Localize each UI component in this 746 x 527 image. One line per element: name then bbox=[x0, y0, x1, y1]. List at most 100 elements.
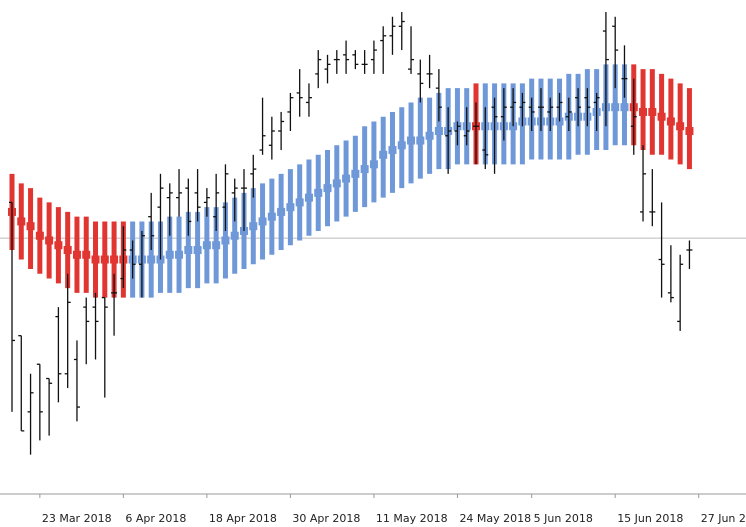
ohlc-bar bbox=[203, 188, 210, 217]
ohlc-bar bbox=[194, 169, 201, 222]
ohlc-bar bbox=[528, 97, 535, 131]
ohlc-bar bbox=[157, 173, 164, 260]
x-tick-label: 27 Jun 2018 bbox=[701, 512, 746, 525]
ohlc-bar bbox=[435, 69, 442, 122]
ohlc-bar bbox=[176, 169, 183, 217]
ohlc-bar bbox=[305, 83, 312, 117]
band-center-mark bbox=[342, 174, 351, 183]
ohlc-bar bbox=[491, 97, 498, 174]
band-center-mark bbox=[230, 231, 239, 240]
ohlc-bar bbox=[18, 335, 25, 432]
ohlc-bar bbox=[296, 69, 303, 117]
band-center-mark bbox=[416, 136, 425, 145]
ohlc-bar bbox=[565, 97, 572, 131]
band-center-mark bbox=[620, 103, 629, 112]
band-center-mark bbox=[193, 246, 202, 254]
ohlc-bar bbox=[259, 97, 266, 155]
band-center-mark bbox=[388, 146, 397, 155]
ohlc-bar bbox=[630, 78, 637, 155]
ohlc-bar bbox=[46, 377, 53, 436]
ohlc-bar bbox=[129, 240, 136, 279]
ohlc-bar bbox=[352, 50, 359, 70]
band-center-mark bbox=[657, 112, 666, 121]
band-center-mark bbox=[397, 141, 406, 150]
ohlc-bar bbox=[649, 169, 656, 227]
ohlc-bar bbox=[398, 12, 405, 51]
band-center-mark bbox=[295, 198, 304, 207]
band-center-mark bbox=[314, 188, 323, 197]
ohlc-bar bbox=[510, 88, 517, 127]
band-center-mark bbox=[323, 184, 332, 193]
ohlc-bar bbox=[27, 373, 34, 455]
band-center-mark bbox=[685, 127, 694, 135]
band-center-mark bbox=[147, 255, 156, 264]
ohlc-bar bbox=[667, 245, 674, 303]
band-center-mark bbox=[369, 160, 378, 169]
ohlc-bar bbox=[241, 169, 247, 231]
x-tick-label: 18 Apr 2018 bbox=[209, 512, 277, 525]
ohlc-bar bbox=[482, 107, 489, 170]
x-tick-label: 5 Jun 2018 bbox=[534, 512, 593, 525]
band-center-mark bbox=[17, 217, 26, 226]
band-center-mark bbox=[676, 122, 685, 131]
band-center-mark bbox=[35, 231, 44, 240]
ohlc-bar bbox=[658, 202, 665, 298]
ohlc-bar bbox=[575, 88, 582, 127]
band-center-mark bbox=[165, 250, 174, 259]
band-center-mark bbox=[360, 165, 369, 174]
band-center-mark bbox=[91, 255, 100, 264]
ohlc-bar bbox=[278, 111, 285, 151]
ohlc-bar bbox=[463, 107, 470, 146]
band-center-mark bbox=[110, 255, 119, 264]
band-center-mark bbox=[175, 250, 184, 259]
ohlc-bar bbox=[268, 116, 275, 160]
ohlc-bar bbox=[287, 92, 294, 131]
band-center-mark bbox=[304, 193, 313, 202]
x-tick-label: 23 Mar 2018 bbox=[42, 512, 112, 525]
ohlc-bar bbox=[148, 192, 155, 250]
ohlc-bar bbox=[138, 230, 145, 298]
ohlc-bar bbox=[55, 307, 62, 403]
ohlc-bar bbox=[101, 296, 108, 398]
band-center-mark bbox=[212, 241, 221, 250]
ohlc-bar bbox=[166, 183, 173, 236]
band-center-mark bbox=[54, 241, 63, 250]
ohlc-bar bbox=[677, 254, 684, 331]
ohlc-bar bbox=[593, 92, 600, 131]
ohlc-bar bbox=[640, 145, 647, 222]
ohlc-bar bbox=[602, 12, 609, 127]
ohlc-bar bbox=[408, 26, 415, 74]
ohlc-bar bbox=[92, 292, 99, 360]
band-center-mark bbox=[425, 131, 434, 140]
band-center-mark bbox=[26, 222, 35, 231]
ohlc-bar bbox=[213, 173, 220, 231]
band-center-mark bbox=[611, 103, 620, 112]
band-center-mark bbox=[639, 107, 648, 116]
ohlc-bar bbox=[584, 88, 591, 127]
ohlc-bar bbox=[547, 97, 554, 131]
ohlc-bar bbox=[500, 88, 507, 141]
band-center-mark bbox=[258, 217, 267, 226]
ohlc-bar bbox=[111, 273, 118, 336]
band-center-mark bbox=[666, 117, 675, 126]
ohlc-bar bbox=[83, 297, 90, 365]
ohlc-bar bbox=[473, 102, 479, 165]
band-center-mark bbox=[221, 236, 230, 245]
band-center-mark bbox=[351, 169, 360, 178]
band-center-mark bbox=[434, 127, 443, 135]
ohlc-bar bbox=[64, 273, 71, 389]
ohlc-bar bbox=[222, 164, 229, 231]
band-center-mark bbox=[332, 179, 341, 188]
band-center-mark bbox=[286, 203, 295, 212]
ohlc-bar bbox=[120, 226, 127, 289]
band-center-mark bbox=[267, 212, 276, 221]
ohlc-bar bbox=[73, 340, 80, 422]
ohlc-bar bbox=[231, 178, 238, 222]
band-center-mark bbox=[379, 150, 388, 159]
band-center-mark bbox=[648, 107, 657, 116]
ohlc-bar bbox=[621, 45, 628, 98]
ohlc-bar bbox=[361, 50, 368, 74]
ohlc-bar bbox=[250, 154, 257, 198]
x-axis-ticks: 23 Mar 2018 6 Apr 2018 18 Apr 2018 30 Apr 2… bbox=[39, 494, 746, 525]
x-tick-label: 24 May 2018 bbox=[459, 512, 531, 525]
